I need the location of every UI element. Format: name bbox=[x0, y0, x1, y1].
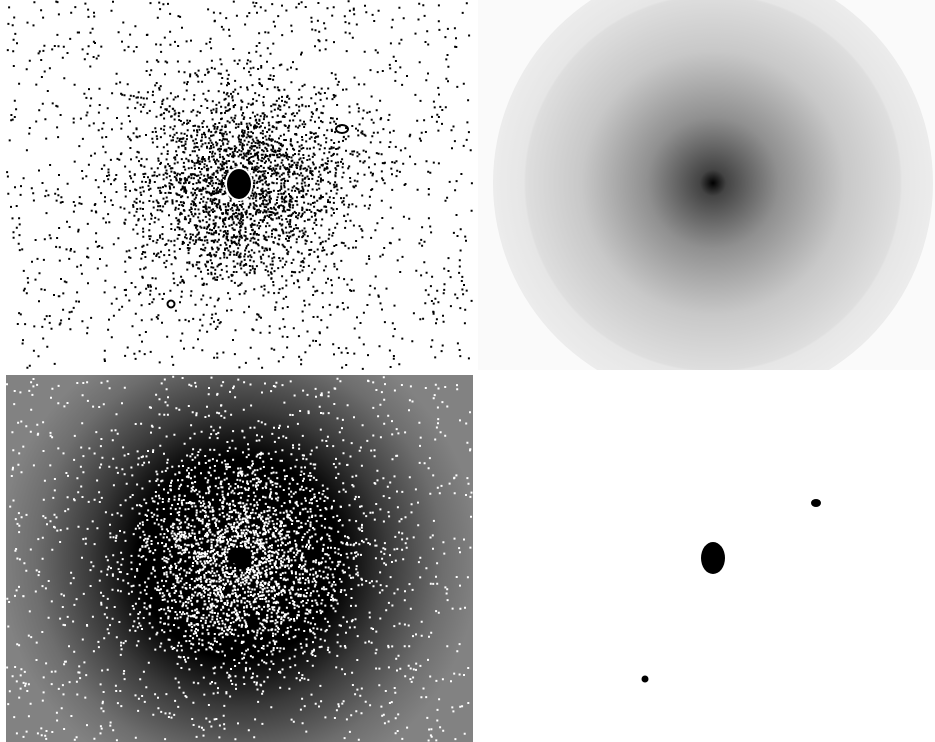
residual-core bbox=[230, 549, 250, 565]
source-ellipse bbox=[166, 299, 176, 309]
source-ellipse bbox=[335, 124, 349, 134]
mask-blob bbox=[811, 499, 821, 507]
mask-blob bbox=[701, 542, 725, 574]
panel-model bbox=[478, 0, 935, 370]
mask-blob bbox=[641, 675, 649, 683]
source-ellipse bbox=[225, 167, 253, 201]
model-profile bbox=[493, 0, 933, 370]
